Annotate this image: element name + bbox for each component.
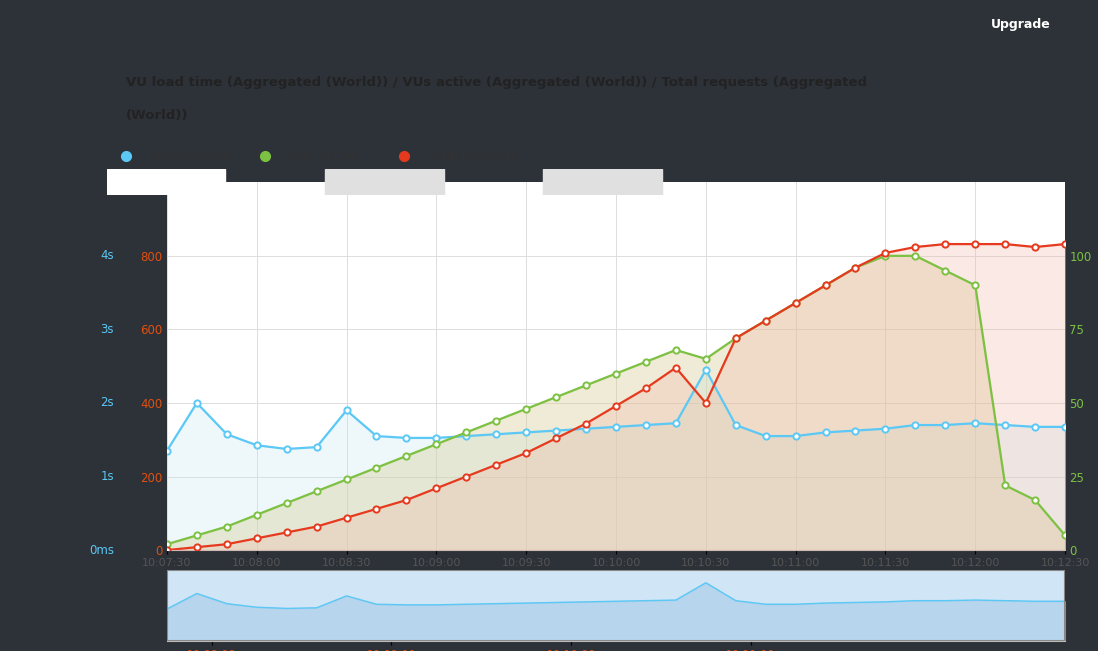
Text: 3s: 3s: [101, 323, 114, 336]
Text: 0ms: 0ms: [89, 544, 114, 557]
Text: 4s: 4s: [101, 249, 114, 262]
Bar: [325, 169, 444, 195]
Text: VU load time (Aggregated (World)) / VUs active (Aggregated (World)) / Total requ: VU load time (Aggregated (World)) / VUs …: [126, 76, 867, 89]
Bar: [107, 169, 225, 195]
Text: VUs active: VUs active: [290, 150, 357, 163]
Text: Total requests: Total requests: [428, 150, 516, 163]
Text: VU load time: VU load time: [152, 150, 232, 163]
Text: 1s: 1s: [101, 470, 114, 483]
Text: 2s: 2s: [101, 396, 114, 409]
Bar: [542, 169, 662, 195]
Text: Upgrade: Upgrade: [991, 18, 1051, 31]
Text: (World)): (World)): [126, 109, 189, 122]
